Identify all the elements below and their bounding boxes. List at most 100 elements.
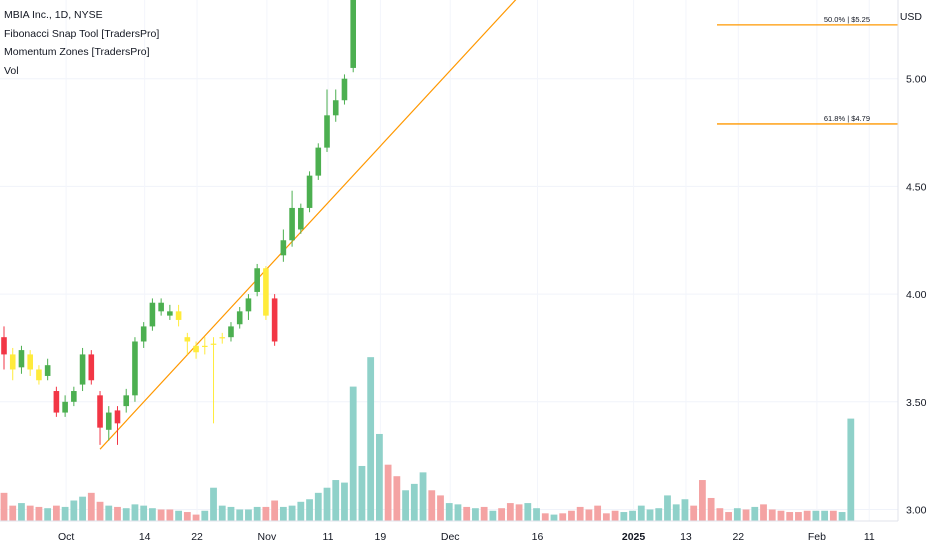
- candle-body: [219, 337, 226, 339]
- volume-bar: [349, 386, 357, 521]
- time-axis[interactable]: Oct 14 22 Nov 11 19 Dec 16 2025 13 22 Feb 11: [0, 520, 898, 543]
- volume-bar: [437, 495, 444, 521]
- candle-body: [1, 337, 7, 355]
- volume-bar: [358, 465, 366, 521]
- volume-bar: [463, 506, 471, 521]
- volume-bar: [192, 514, 200, 521]
- volume-bar: [183, 512, 191, 521]
- volume-bar: [681, 499, 689, 521]
- candle-body: [332, 100, 339, 116]
- volume-bar: [35, 506, 43, 521]
- volume-bar: [367, 357, 375, 521]
- volume-bar: [480, 506, 488, 521]
- currency-label[interactable]: USD: [899, 11, 922, 23]
- volume-bar: [0, 492, 8, 521]
- candle-body: [18, 350, 25, 368]
- volume-bar: [288, 505, 296, 521]
- y-tick-label: 4.00: [906, 289, 927, 301]
- candle-body: [210, 343, 217, 345]
- volume-bar: [140, 505, 148, 521]
- volume-bar: [655, 508, 663, 521]
- x-tick-label: 14: [139, 531, 151, 543]
- volume-bar: [611, 510, 619, 521]
- volume-bar: [419, 472, 427, 521]
- candle-body: [53, 391, 60, 413]
- volume-bar: [690, 505, 698, 521]
- volume-bar: [105, 505, 113, 521]
- x-tick-label: Dec: [441, 531, 460, 543]
- chart-legend: MBIA Inc., 1D, NYSE Fibonacci Snap Tool …: [4, 6, 159, 80]
- candle-body: [167, 311, 173, 316]
- volume-bar: [472, 508, 479, 521]
- x-tick-label: 11: [323, 531, 334, 543]
- volume-bar: [218, 505, 226, 521]
- volume-bar: [375, 433, 383, 521]
- volume-bar: [70, 500, 78, 521]
- volume-bar: [341, 482, 348, 521]
- volume-bar: [297, 501, 305, 521]
- candlesticks: [1, 0, 356, 445]
- volume-bar: [699, 480, 706, 521]
- candle-body: [132, 341, 138, 396]
- candle-body: [44, 365, 51, 376]
- candle-body: [350, 0, 356, 68]
- candle-body: [271, 298, 278, 342]
- candle-body: [62, 401, 68, 413]
- volume-bar: [18, 503, 25, 521]
- candle-body: [315, 147, 322, 176]
- volume-bar: [454, 504, 462, 521]
- indicator-volume-label[interactable]: Vol: [4, 64, 19, 77]
- indicator-momentum-label[interactable]: Momentum Zones [TradersPro]: [4, 46, 150, 58]
- volume-bar: [410, 483, 418, 521]
- volume-bar: [166, 509, 174, 521]
- candle-body: [140, 326, 147, 342]
- volume-bar: [707, 497, 715, 521]
- volume-bar: [175, 510, 182, 521]
- volume-bar: [201, 510, 209, 521]
- volume-bar: [245, 509, 252, 521]
- volume-bar: [829, 510, 837, 521]
- y-tick-label: 5.00: [906, 74, 927, 86]
- x-tick-label: Feb: [808, 531, 826, 543]
- candle-body: [79, 354, 86, 385]
- candle-body: [123, 395, 130, 407]
- y-tick-label: 3.00: [906, 505, 927, 517]
- candle-body: [97, 395, 103, 428]
- candle-body: [114, 410, 121, 424]
- volume-bar: [550, 514, 558, 521]
- candle-body: [88, 354, 95, 381]
- candle-body: [280, 240, 287, 256]
- indicator-fibonacci-label[interactable]: Fibonacci Snap Tool [TradersPro]: [4, 27, 160, 40]
- volume-bar: [847, 418, 855, 521]
- volume-bar: [52, 505, 60, 521]
- candle-body: [36, 369, 42, 381]
- trendline-segment: [99, 0, 517, 450]
- x-tick-label: 22: [191, 531, 203, 543]
- fib-level-label: 50.0% | $5.25: [824, 15, 870, 24]
- volume-bar: [533, 508, 540, 521]
- volume-bar: [306, 499, 313, 521]
- volume-bar: [26, 505, 34, 521]
- x-tick-label: Nov: [258, 531, 277, 543]
- volume-bar: [751, 506, 759, 521]
- volume-bar: [428, 490, 436, 521]
- volume-bar: [637, 505, 645, 521]
- volume-bar: [131, 504, 139, 521]
- x-tick-label: 16: [532, 531, 544, 543]
- volume-bar: [114, 506, 121, 521]
- candle-body: [263, 268, 269, 316]
- symbol-title[interactable]: MBIA Inc., 1D, NYSE: [4, 9, 103, 21]
- volume-bar: [279, 506, 287, 521]
- candle-body: [289, 207, 295, 241]
- volume-bar: [585, 509, 593, 521]
- candle-body: [201, 345, 208, 347]
- volume-bar: [227, 506, 235, 521]
- volume-bar: [594, 505, 602, 521]
- volume-bar: [506, 503, 514, 521]
- volume-bar: [629, 510, 636, 521]
- volume-bar: [786, 512, 794, 521]
- volume-bar: [402, 490, 409, 521]
- volume-bar: [314, 492, 322, 521]
- price-axis[interactable]: 3.003.504.004.505.005.506.006.507.00: [897, 0, 927, 521]
